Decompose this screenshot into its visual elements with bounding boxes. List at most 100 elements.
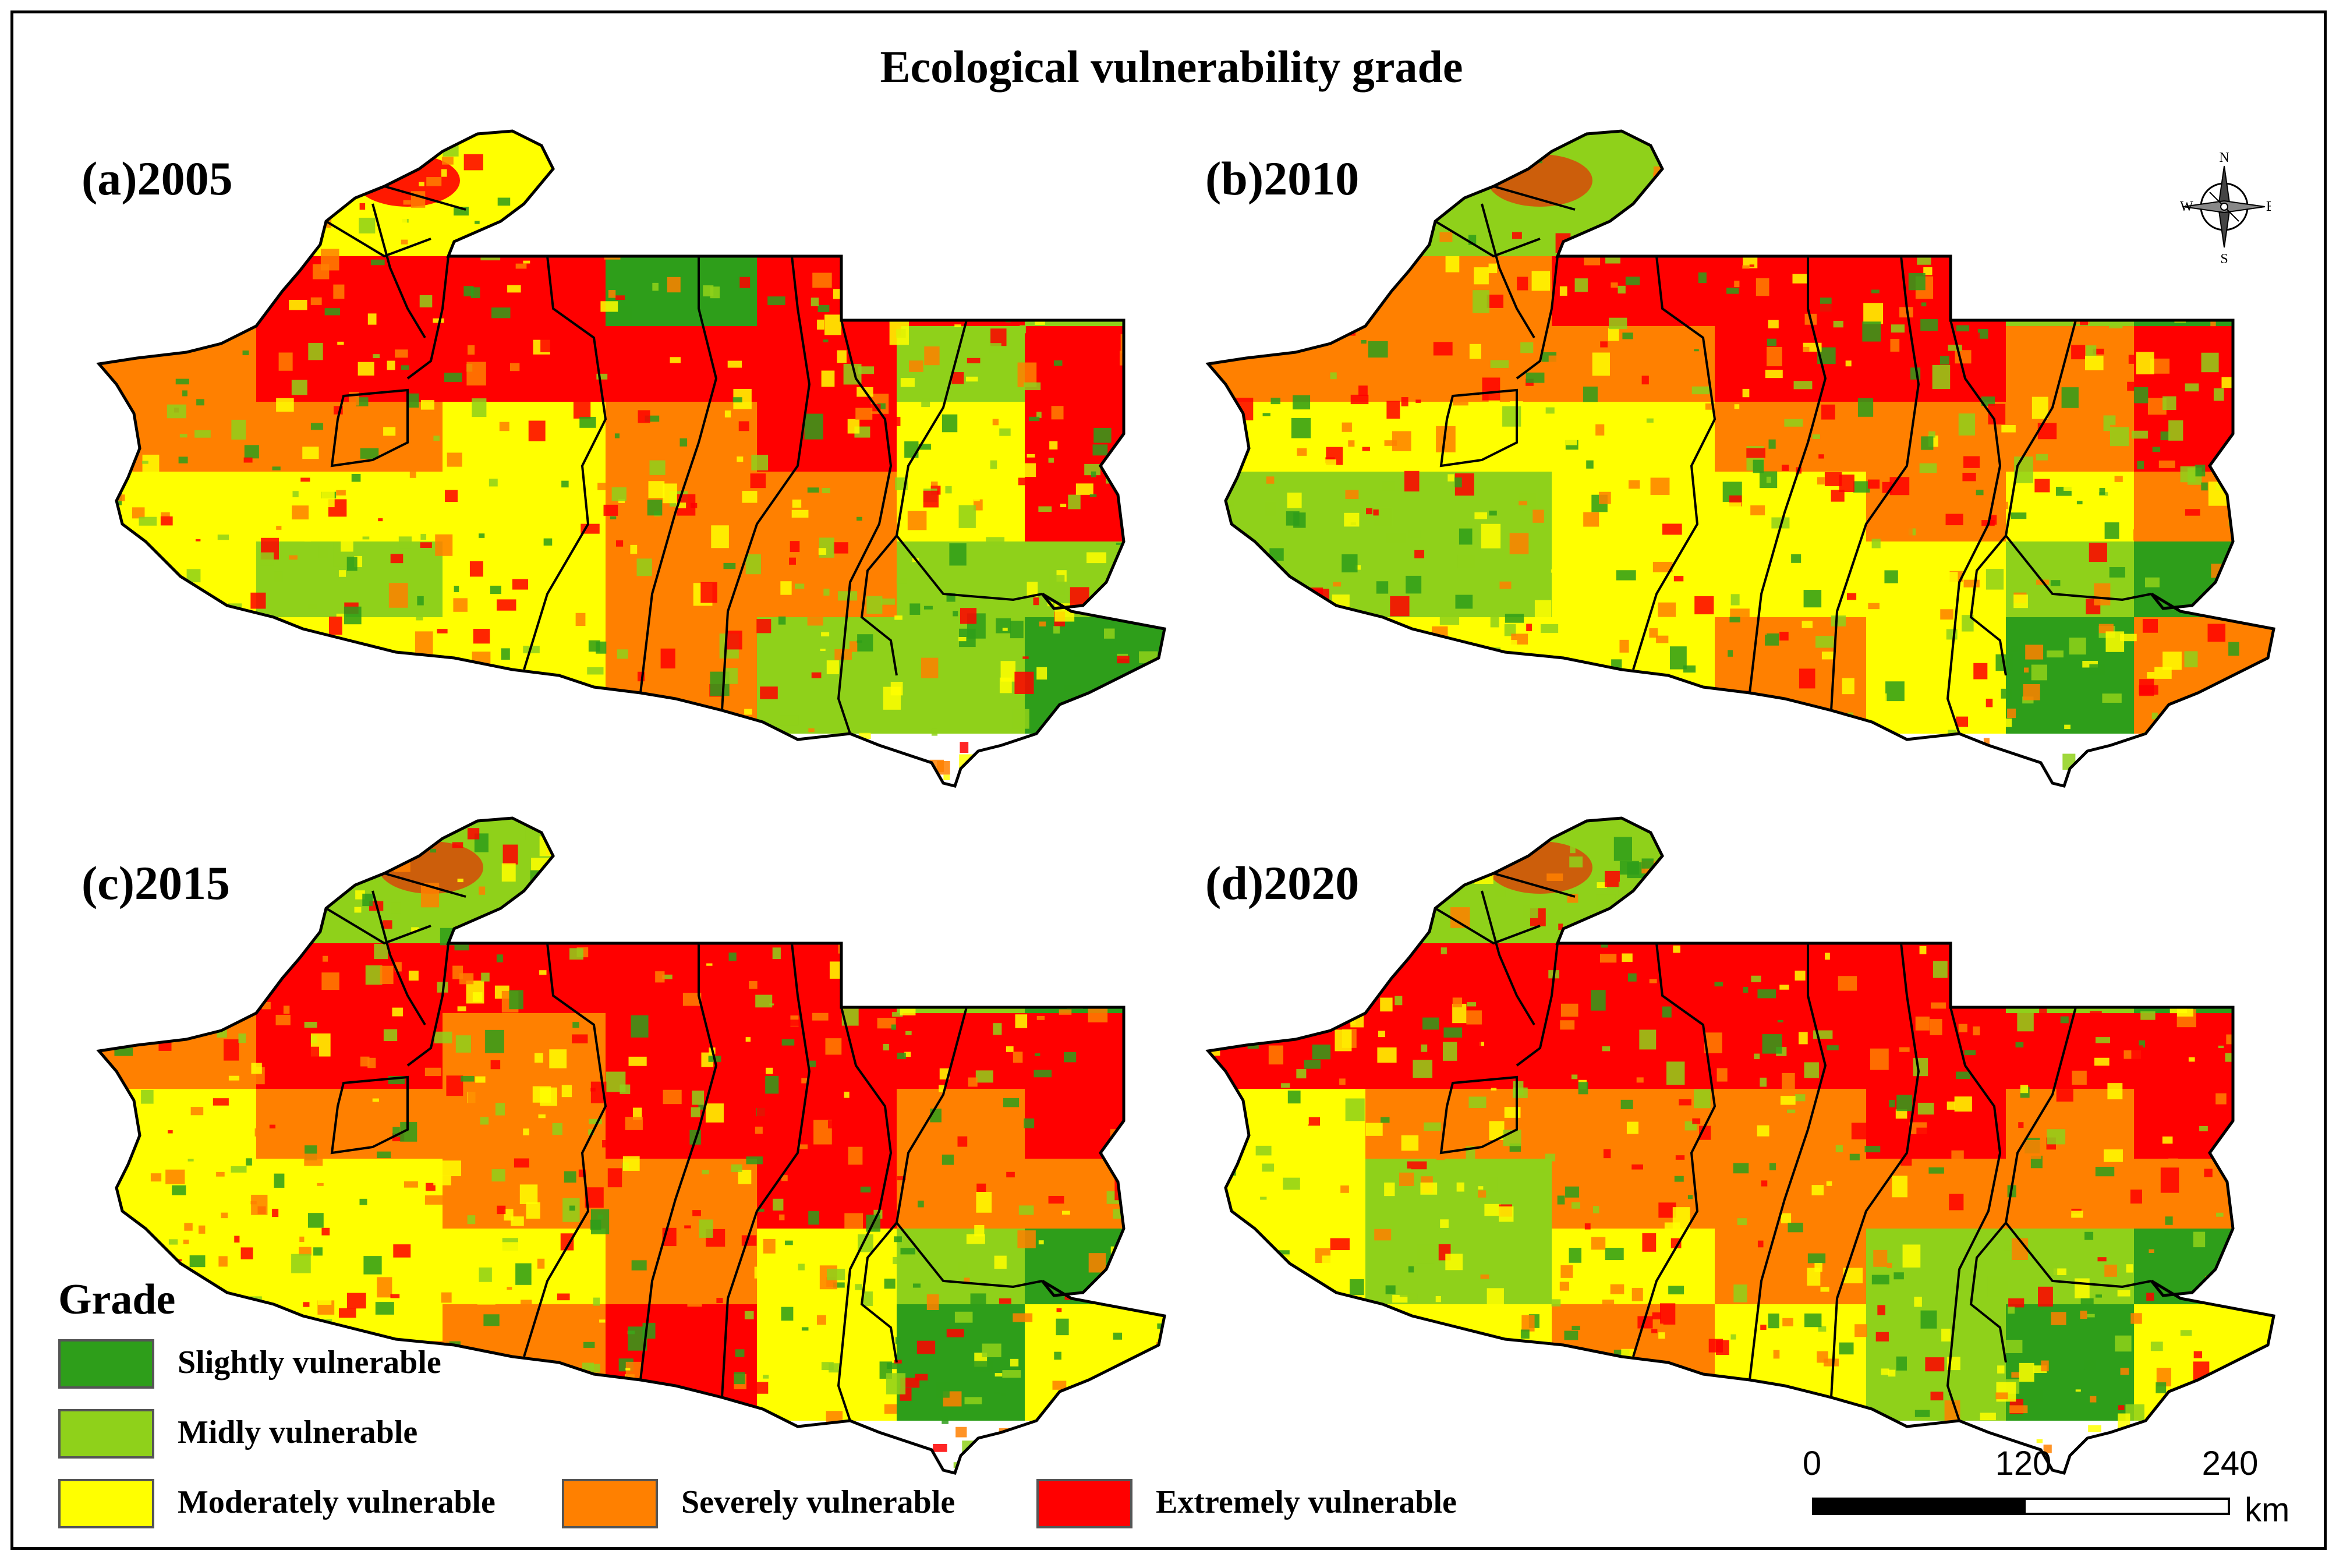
raster-speckle <box>1052 1381 1067 1390</box>
raster-speckle <box>1303 1323 1317 1336</box>
raster-speckle <box>975 211 985 215</box>
raster-speckle <box>1591 990 1606 1011</box>
raster-speckle <box>1946 629 1958 640</box>
raster-speckle <box>1829 861 1843 868</box>
raster-speckle <box>2071 949 2089 971</box>
raster-speckle <box>1592 352 1610 376</box>
zone-cell <box>1552 1013 1715 1089</box>
raster-speckle <box>274 697 284 708</box>
raster-speckle <box>2265 1242 2274 1255</box>
raster-speckle <box>176 230 187 245</box>
raster-speckle <box>2053 1268 2066 1276</box>
raster-speckle <box>1255 1145 1272 1156</box>
raster-speckle <box>1895 854 1902 859</box>
raster-speckle <box>1446 377 1458 388</box>
raster-speckle <box>1895 243 1910 261</box>
raster-speckle <box>688 155 698 162</box>
raster-speckle <box>966 376 978 382</box>
raster-speckle <box>1843 1127 1852 1137</box>
raster-speckle <box>583 1465 595 1473</box>
raster-speckle <box>1742 265 1750 269</box>
raster-speckle <box>1009 246 1021 256</box>
raster-speckle <box>1399 1172 1414 1186</box>
raster-speckle <box>2080 1298 2094 1305</box>
raster-speckle <box>1842 678 1854 695</box>
raster-speckle <box>420 542 432 548</box>
region-outline <box>1205 816 2275 1475</box>
raster-speckle <box>1779 632 1789 641</box>
raster-speckle <box>1395 996 1403 1006</box>
raster-speckle <box>1269 548 1284 561</box>
raster-speckle <box>511 1216 524 1226</box>
raster-speckle <box>1499 1206 1514 1222</box>
legend-label: Midly vulnerable <box>178 1414 418 1450</box>
raster-speckle <box>1089 247 1097 254</box>
raster-speckle <box>1348 440 1355 447</box>
raster-speckle <box>818 548 827 555</box>
raster-speckle <box>465 265 475 274</box>
raster-speckle <box>998 192 1003 195</box>
raster-speckle <box>1716 1068 1728 1082</box>
raster-speckle <box>2084 1360 2096 1370</box>
raster-speckle <box>2185 509 2200 516</box>
raster-speckle <box>797 1144 808 1149</box>
raster-speckle <box>756 1098 773 1120</box>
raster-speckle <box>1514 1441 1531 1460</box>
raster-speckle <box>812 1013 829 1021</box>
raster-speckle <box>218 1256 228 1267</box>
district-boundary <box>860 535 898 676</box>
zone-cell <box>606 1013 757 1089</box>
raster-speckle <box>2199 994 2218 1001</box>
district-boundary <box>330 388 409 468</box>
raster-speckle <box>1610 1284 1624 1294</box>
raster-speckle <box>189 1255 206 1268</box>
raster-speckle <box>2237 610 2253 620</box>
raster-speckle <box>190 1107 204 1116</box>
raster-speckle <box>1799 668 1815 689</box>
raster-speckle <box>937 760 950 775</box>
raster-speckle <box>606 1071 626 1092</box>
raster-speckle <box>365 965 383 985</box>
raster-speckle <box>1751 975 1761 982</box>
raster-speckle <box>1172 1326 1188 1349</box>
raster-speckle <box>1622 717 1628 721</box>
raster-speckle <box>1895 518 1913 539</box>
raster-speckle <box>105 1326 119 1335</box>
raster-speckle <box>358 362 374 376</box>
raster-speckle <box>2180 466 2196 483</box>
raster-speckle <box>1449 698 1469 725</box>
raster-speckle <box>2232 920 2249 933</box>
raster-speckle <box>626 234 634 245</box>
raster-speckle <box>1584 1223 1591 1230</box>
zone-cell <box>1208 1304 1365 1421</box>
raster-speckle <box>1404 217 1415 224</box>
zone-cell <box>897 402 1025 472</box>
raster-speckle <box>274 172 293 198</box>
raster-speckle <box>833 1282 845 1288</box>
raster-speckle <box>833 1160 847 1172</box>
raster-speckle <box>1641 999 1650 1003</box>
raster-speckle <box>198 1225 206 1234</box>
raster-speckle <box>2084 759 2096 770</box>
raster-speckle <box>1730 594 1740 606</box>
raster-speckle <box>1999 209 2008 215</box>
raster-speckle <box>691 1107 700 1117</box>
raster-speckle <box>1252 1327 1266 1335</box>
raster-speckle <box>747 778 760 786</box>
raster-speckle <box>1747 176 1764 187</box>
raster-speckle <box>698 1104 704 1110</box>
raster-speckle <box>1958 1425 1974 1440</box>
raster-speckle <box>1521 1315 1535 1332</box>
raster-speckle <box>1871 289 1880 293</box>
scale-bar-black <box>1812 1498 2023 1515</box>
raster-speckle <box>1705 884 1721 900</box>
raster-speckle <box>1906 176 1914 182</box>
raster-speckle <box>2234 1015 2244 1024</box>
map-panel-2010: (b)2010 <box>1191 116 2297 804</box>
raster-speckle <box>1036 1015 1045 1020</box>
raster-speckle <box>135 944 148 959</box>
raster-speckle <box>826 660 839 674</box>
raster-speckle <box>232 1404 241 1410</box>
raster-speckle <box>2050 209 2061 224</box>
raster-speckle <box>360 1056 370 1067</box>
